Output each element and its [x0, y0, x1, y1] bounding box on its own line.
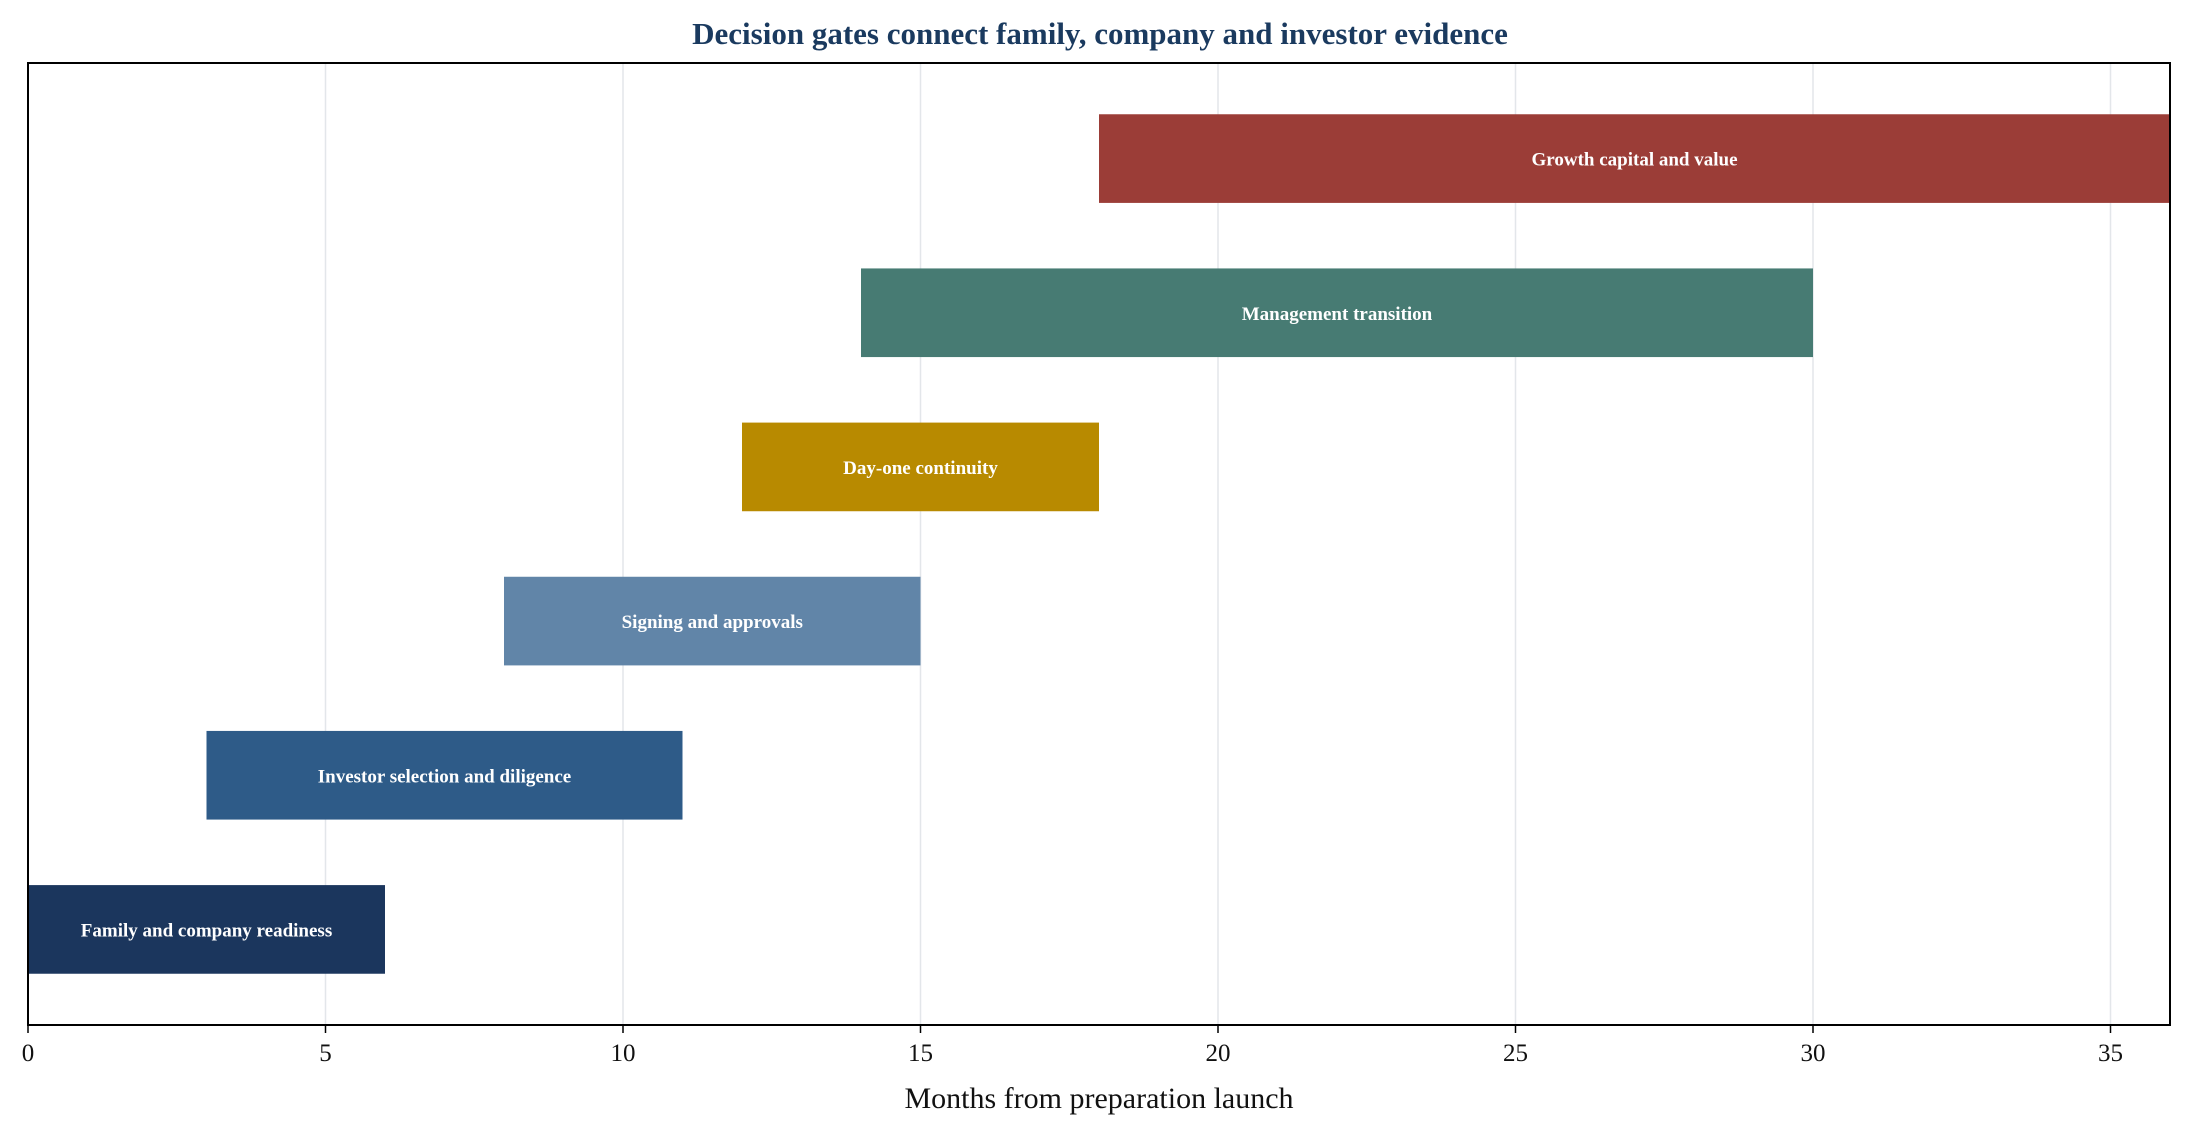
- x-axis-label: Months from preparation launch: [904, 1082, 1293, 1115]
- bar-label: Day-one continuity: [843, 458, 998, 479]
- x-tick-label: 15: [908, 1040, 933, 1067]
- bar-management-transition: [861, 268, 1813, 358]
- bar-family-and-company-readiness: [28, 885, 385, 974]
- x-tick-label: 0: [22, 1040, 35, 1067]
- chart-title: Decision gates connect family, company a…: [692, 16, 1508, 51]
- x-tick-label: 20: [1206, 1040, 1231, 1067]
- x-axis-ticks: 0 5 10 15 20 25 30 35: [22, 1025, 2123, 1067]
- bar-label: Signing and approvals: [622, 612, 803, 633]
- x-tick-label: 10: [611, 1040, 636, 1067]
- gridlines: [324, 63, 2112, 1025]
- bar-signing-and-approvals: [504, 576, 921, 666]
- bars: Family and company readiness Investor sel…: [28, 114, 2170, 974]
- x-tick-label: 25: [1503, 1040, 1528, 1067]
- bar-label: Family and company readiness: [81, 920, 332, 941]
- bar-label: Growth capital and value: [1531, 150, 1737, 171]
- plot-frame: [27, 62, 2171, 1026]
- x-tick-label: 35: [2098, 1040, 2123, 1067]
- bar-growth-capital-and-value: [1099, 114, 2170, 203]
- bar-label: Investor selection and diligence: [318, 766, 572, 787]
- bar-investor-selection-and-diligence: [206, 730, 683, 820]
- x-tick-label: 30: [1801, 1040, 1826, 1067]
- bar-label: Management transition: [1242, 304, 1433, 325]
- bar-day-one-continuity: [742, 422, 1099, 512]
- x-tick-label: 5: [319, 1040, 332, 1067]
